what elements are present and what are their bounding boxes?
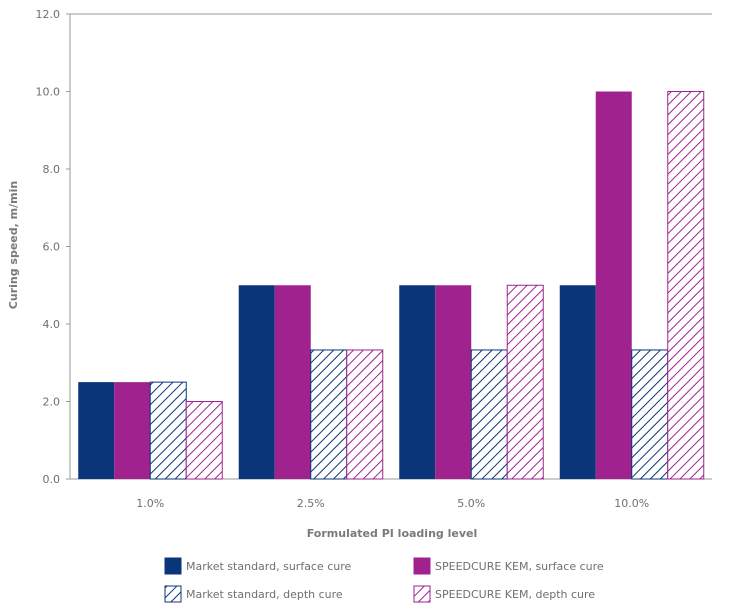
legend-swatch [413,585,431,603]
bar [78,382,115,479]
y-tick-label: 12.0 [36,8,61,21]
y-axis-title: Curing speed, m/min [7,181,20,309]
bar [114,382,151,479]
y-tick-label: 8.0 [43,163,61,176]
y-tick-label: 10.0 [36,86,61,99]
x-axis-ticks: 1.0% 2.5% 5.0% 10.0% [136,497,649,510]
x-tick-label: 5.0% [457,497,485,510]
bar [631,349,669,480]
y-axis-ticks: 0.0 2.0 4.0 6.0 8.0 10.0 12.0 [36,8,70,486]
bar [149,381,187,480]
x-tick-label: 2.5% [297,497,325,510]
legend-swatch [164,557,182,575]
y-tick-label: 6.0 [43,241,61,254]
y-tick-label: 2.0 [43,396,61,409]
y-tick-label: 4.0 [43,318,61,331]
bar [185,401,223,480]
bar [595,91,632,479]
bar [274,285,311,479]
bar [399,285,436,479]
bar [506,284,544,480]
bar [238,285,275,479]
legend-swatch [164,585,182,603]
x-tick-label: 10.0% [614,497,649,510]
legend-label: SPEEDCURE KEM, surface cure [435,560,604,573]
bar [310,349,348,480]
bar [346,349,384,480]
bar [559,285,596,479]
legend: Market standard, surface cure SPEEDCURE K… [164,557,604,603]
legend-swatch [413,557,431,575]
legend-label: SPEEDCURE KEM, depth cure [435,588,595,601]
x-axis-title: Formulated PI loading level [307,527,478,540]
bar [435,285,472,479]
x-tick-label: 1.0% [136,497,164,510]
bar [667,91,705,480]
legend-label: Market standard, depth cure [186,588,343,601]
bar [470,349,508,480]
y-tick-label: 0.0 [43,473,61,486]
legend-label: Market standard, surface cure [186,560,352,573]
bars [78,91,705,480]
